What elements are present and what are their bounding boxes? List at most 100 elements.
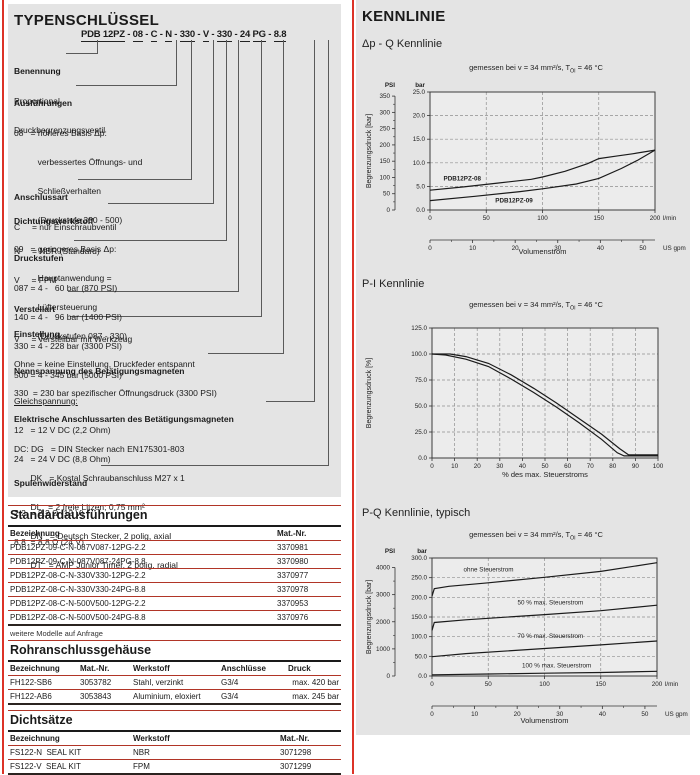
svg-text:20: 20 (474, 463, 482, 470)
svg-text:300: 300 (379, 109, 390, 116)
group-title: Elektrische Anschlussarten des Betätigun… (14, 414, 234, 425)
type-key-group-spulenwiderstand: Spulenwiderstand 2.2 = 2,2 Ω (12 V) 8.8 … (14, 460, 338, 567)
part-number-separator: - (124, 29, 133, 40)
svg-text:70: 70 (587, 463, 595, 470)
condition-text: gemessen bei v = 34 mm²/s, T (469, 300, 571, 309)
cell-bezeichnung: FS122-V SEAL KIT (10, 762, 81, 771)
type-key-connector (101, 40, 329, 466)
condition-text: = 46 °C (575, 530, 603, 539)
svg-text:0: 0 (430, 711, 434, 718)
svg-text:3000: 3000 (376, 592, 391, 599)
table-title: Dichtsätze (8, 712, 341, 732)
cell-werkstoff: FPM (133, 762, 150, 771)
svg-text:30: 30 (496, 463, 504, 470)
type-key-connector (208, 40, 284, 354)
group-line: verbessertes Öffnungs- und (14, 156, 143, 167)
part-number-separator: - (265, 29, 274, 40)
cell-druck: max. 245 bar (292, 692, 339, 701)
svg-text:150: 150 (595, 681, 606, 688)
cell-bezeichnung: PDB12PZ-08-C-N-330V330-12PG-2.2 (10, 571, 146, 580)
group-line: Proportional (14, 95, 60, 106)
cell-mat-nr: 3370981 (277, 543, 309, 552)
cell-bezeichnung: PDB12PZ-08-C-N-500V500-24PG-8.8 (10, 613, 146, 622)
part-number-separator: - (142, 29, 151, 40)
svg-text:20: 20 (512, 245, 520, 252)
group-title: Benennung (14, 66, 61, 77)
chart-heading-p-i: P-I Kennlinie (362, 278, 425, 290)
part-number-segment: N (165, 29, 172, 42)
svg-text:100: 100 (539, 681, 550, 688)
cell-mat-nr: 3370978 (277, 585, 309, 594)
column-header: Bezeichnung (10, 664, 60, 673)
group-title: Nennspannung des Betätigungsmagneten (14, 366, 185, 377)
svg-text:150.0: 150.0 (411, 614, 427, 621)
svg-text:1000: 1000 (376, 646, 391, 653)
condition-subscript: Öl (570, 535, 576, 542)
condition-text: = 46 °C (575, 63, 603, 72)
cell-mat-nr: 3071298 (280, 748, 312, 757)
svg-text:0: 0 (386, 673, 390, 680)
svg-text:100: 100 (653, 463, 664, 470)
svg-text:50: 50 (485, 681, 493, 688)
svg-text:40: 40 (597, 245, 605, 252)
svg-text:70 % max. Steuerstrom: 70 % max. Steuerstrom (518, 633, 584, 640)
column-header: Bezeichnung (10, 529, 60, 538)
cell-mat-nr: 3370977 (277, 571, 309, 580)
group-line: DC: DG = DIN Stecker nach EN175301-803 (14, 443, 185, 454)
cell-bezeichnung: FH122-SB6 (10, 678, 52, 687)
svg-text:Begrenzungsdruck [bar]: Begrenzungsdruck [bar] (366, 580, 373, 654)
svg-text:25.0: 25.0 (415, 429, 428, 436)
svg-text:100: 100 (379, 174, 390, 181)
group-line: Hauptanwendung = (14, 273, 112, 284)
table-row: PDB12PZ-08-C-N-500V500-12PG-2.2 3370953 (8, 597, 341, 611)
svg-text:0.0: 0.0 (418, 673, 427, 680)
part-number-segment: PDB 12PZ (81, 29, 125, 42)
table-header-row: Bezeichnung Mat.-Nr. Werkstoff Anschlüss… (8, 662, 341, 676)
kennlinie-title: KENNLINIE (362, 8, 446, 25)
svg-text:100: 100 (537, 215, 548, 222)
svg-text:PDB12PZ-09: PDB12PZ-09 (495, 197, 533, 204)
svg-text:60: 60 (564, 463, 572, 470)
dp-q-chart: 0.05.010.015.020.025.00 50 100 150 200 l/minb… (366, 82, 686, 256)
type-key-connector (68, 40, 239, 292)
svg-text:20: 20 (514, 711, 522, 718)
svg-text:10: 10 (471, 711, 479, 718)
table-row: FS122-V SEAL KIT FPM 3071299 (8, 760, 341, 775)
group-title: Verstellart (14, 304, 56, 315)
p-i-chart: 0.0 25.0 50.0 75.0 100.0 125.0 0 10 20 30 40 50 60 70… (366, 325, 664, 479)
part-number-separator: - (171, 29, 180, 40)
svg-text:PSI: PSI (385, 82, 395, 89)
svg-text:US gpm: US gpm (663, 245, 686, 252)
group-title: Anschlussart (14, 192, 68, 203)
group-line: (Druckstufen 087 - 330) (14, 331, 127, 342)
chart-heading-dp-q: Δp - Q Kennlinie (362, 38, 443, 50)
cell-bezeichnung: PDB12PZ-08-C-N-500V500-12PG-2.2 (10, 599, 146, 608)
group-line: V = FPM (14, 274, 57, 285)
svg-text:350: 350 (379, 93, 390, 100)
table-header-row: Bezeichnung Mat.-Nr. (8, 527, 341, 541)
table-row: PDB12PZ-08-C-N-330V330-12PG-2.2 3370977 (8, 569, 341, 583)
group-line: N = NBR (Standard) (14, 245, 100, 256)
svg-text:Volumenstrom: Volumenstrom (521, 716, 569, 725)
type-key-group-einstellung: Einstellung Ohne = keine Einstellung, Dr… (14, 311, 338, 418)
cell-bezeichnung: FS122-N SEAL KIT (10, 748, 82, 757)
svg-text:ohne Steuerstrom: ohne Steuerstrom (464, 566, 514, 573)
svg-text:50: 50 (639, 245, 647, 252)
type-key-group-nennspannung: Nennspannung des Betätigungsmagneten Gle… (14, 348, 338, 484)
svg-text:PSI: PSI (385, 548, 395, 555)
pipe-housing-table: Rohranschlussgehäuse Bezeichnung Mat.-Nr… (8, 640, 341, 705)
type-key-connector (70, 40, 262, 317)
type-key-panel: TYPENSCHLÜSSEL PDB 12PZ - 08 - C - N - 3… (8, 4, 341, 570)
column-header: Mat.-Nr. (280, 734, 310, 743)
cell-druck: max. 420 bar (292, 678, 339, 687)
table-footnote: weitere Modelle auf Anfrage (10, 629, 103, 638)
type-key-group-verstellart: Verstellart V = verstellbar mit Werkzeug (14, 286, 338, 364)
column-divider-red-rule (352, 0, 354, 774)
part-number-segment: 24 (239, 29, 251, 42)
svg-text:200: 200 (379, 142, 390, 149)
group-line: Lüftersteuerung (14, 302, 98, 313)
svg-text:150: 150 (593, 215, 604, 222)
group-title: Ausführungen (14, 98, 73, 109)
group-title: Spulenwiderstand (14, 478, 88, 489)
type-key-connector (108, 40, 214, 204)
